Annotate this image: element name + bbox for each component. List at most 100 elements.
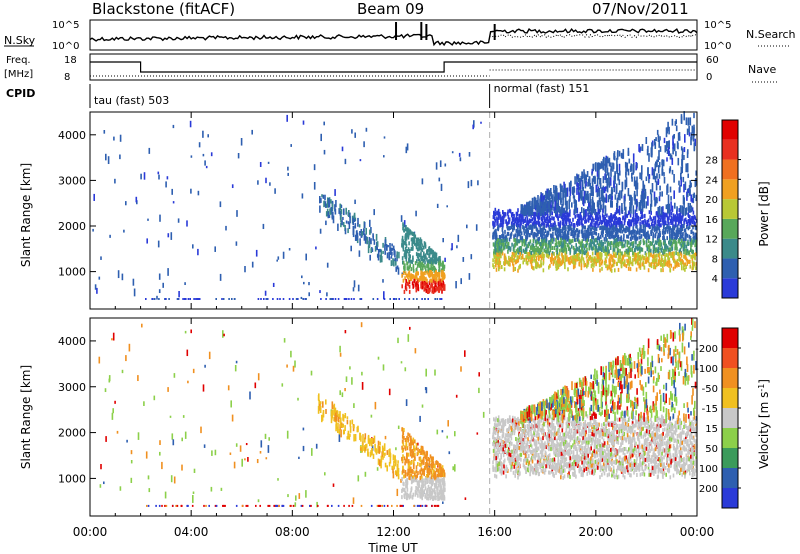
data-pixel [690, 230, 692, 234]
data-pixel [184, 298, 186, 300]
data-pixel [369, 219, 371, 227]
data-pixel [404, 250, 406, 255]
data-pixel [397, 425, 400, 429]
data-pixel [397, 337, 399, 344]
data-pixel [404, 271, 407, 276]
data-pixel [546, 222, 549, 227]
data-pixel [692, 231, 695, 236]
data-pixel [534, 231, 536, 236]
data-pixel [670, 234, 673, 239]
data-pixel [535, 226, 538, 231]
data-pixel [435, 259, 438, 264]
data-pixel [689, 189, 691, 195]
data-pixel [498, 258, 501, 263]
data-pixel [591, 225, 593, 230]
data-pixel [606, 251, 609, 255]
data-pixel [368, 438, 371, 445]
data-pixel [664, 145, 667, 153]
data-pixel [507, 231, 510, 236]
data-pixel [608, 215, 610, 220]
data-pixel [534, 198, 536, 209]
data-pixel [567, 228, 570, 233]
data-pixel [164, 504, 166, 507]
data-pixel [650, 217, 652, 222]
data-pixel [690, 218, 693, 223]
data-pixel [600, 243, 603, 248]
data-pixel [517, 231, 520, 236]
data-pixel [542, 242, 545, 247]
data-pixel [588, 246, 590, 251]
data-pixel [637, 261, 639, 266]
data-pixel [383, 136, 386, 139]
data-pixel [679, 241, 681, 246]
data-pixel [581, 247, 583, 252]
data-pixel [539, 200, 542, 208]
data-pixel [665, 204, 668, 210]
data-pixel [438, 264, 440, 269]
data-pixel [573, 226, 576, 231]
data-pixel [177, 218, 180, 223]
data-pixel [342, 415, 345, 422]
data-pixel [535, 256, 538, 261]
data-pixel [420, 246, 423, 251]
data-pixel [527, 220, 529, 225]
data-pixel [504, 260, 506, 265]
data-pixel [395, 447, 397, 451]
data-pixel [668, 256, 670, 261]
data-pixel [431, 260, 434, 265]
data-pixel [686, 261, 688, 266]
data-pixel [680, 166, 683, 174]
data-pixel [412, 274, 414, 278]
data-pixel [691, 216, 693, 220]
data-pixel [276, 504, 279, 507]
data-pixel [670, 229, 673, 234]
data-pixel [412, 257, 414, 262]
data-pixel [370, 227, 372, 234]
data-pixel [414, 439, 416, 444]
data-pixel [553, 220, 556, 225]
data-pixel [300, 504, 303, 507]
data-pixel [417, 462, 419, 467]
data-pixel [553, 252, 555, 256]
data-pixel [614, 175, 616, 185]
data-pixel [547, 254, 549, 258]
data-pixel [364, 433, 367, 440]
data-pixel [519, 223, 521, 228]
data-pixel [292, 365, 295, 372]
data-pixel [109, 234, 111, 238]
data-pixel [636, 189, 638, 197]
data-pixel [641, 254, 644, 259]
data-pixel [642, 193, 645, 202]
data-pixel [351, 504, 354, 507]
data-pixel [665, 141, 668, 151]
data-pixel [685, 163, 687, 173]
data-pixel [619, 255, 621, 260]
data-pixel [241, 458, 243, 467]
data-pixel [507, 226, 510, 231]
data-pixel [636, 243, 639, 248]
data-pixel [506, 237, 508, 242]
data-pixel [536, 233, 538, 238]
data-pixel [421, 496, 423, 501]
data-pixel [495, 267, 498, 272]
data-pixel [561, 227, 564, 232]
data-pixel [629, 247, 632, 252]
data-pixel [435, 504, 437, 507]
data-pixel [690, 205, 693, 212]
data-pixel [436, 272, 439, 276]
data-pixel [165, 181, 167, 188]
data-pixel [672, 266, 675, 271]
data-pixel [580, 242, 583, 247]
data-pixel [670, 221, 672, 225]
data-pixel [534, 213, 536, 218]
data-pixel [403, 253, 406, 258]
data-pixel [568, 227, 571, 232]
data-pixel [426, 492, 429, 497]
data-pixel [527, 230, 529, 235]
data-pixel [650, 262, 653, 267]
data-pixel [600, 219, 602, 224]
data-pixel [155, 504, 157, 507]
data-pixel [574, 199, 576, 208]
data-pixel [587, 225, 590, 230]
data-pixel [656, 226, 659, 231]
